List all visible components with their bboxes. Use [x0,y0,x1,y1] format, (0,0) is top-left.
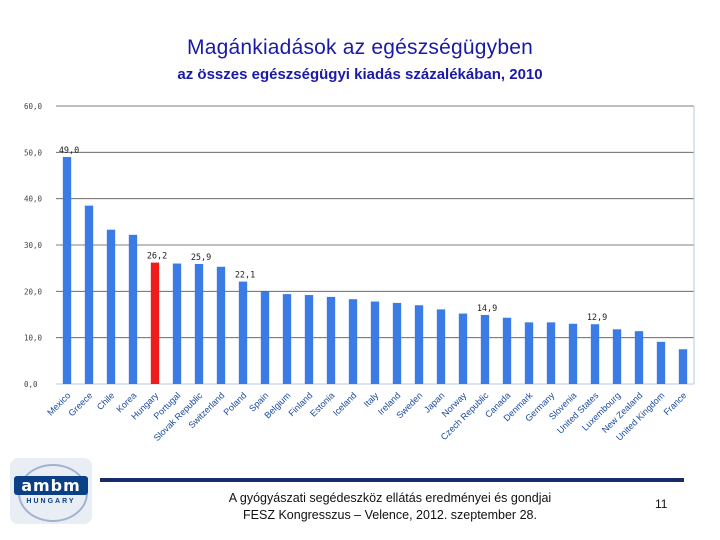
bar-korea [128,234,138,384]
bar-norway [458,313,468,384]
bar-belgium [282,294,292,384]
bar-slovenia [568,323,578,384]
bar-canada [502,317,512,384]
bar-greece [84,205,94,384]
x-tick-label: Poland [222,390,249,417]
data-label: 49,0 [59,146,79,156]
bar-sweden [414,305,424,384]
x-tick-label: Iceland [331,390,359,418]
bar-luxembourg [612,329,622,384]
bar-slovak-republic [194,263,204,384]
bar-denmark [524,322,534,384]
footer-divider [100,478,684,482]
y-tick-label: 0,0 [24,380,38,389]
data-label: 26,2 [147,252,167,262]
y-tick-label: 60,0 [24,102,43,111]
bar-portugal [172,263,182,384]
x-tick-label: France [662,390,689,417]
y-tick-label: 10,0 [24,334,43,343]
bar-italy [370,301,380,384]
y-tick-label: 40,0 [24,195,43,204]
x-tick-label: Chile [95,390,117,412]
logo-sub-text: HUNGARY [26,498,76,505]
bar-spain [260,291,270,384]
bar-japan [436,309,446,384]
y-tick-label: 30,0 [24,241,43,250]
footer-line-2: FESZ Kongresszus – Velence, 2012. szepte… [243,508,537,522]
logo-main-text: ambm [14,476,88,495]
bar-switzerland [216,266,226,384]
x-tick-label: Estonia [308,390,336,418]
bar-finland [304,295,314,384]
chart-title: Magánkiadások az egészségügyben [187,36,533,59]
x-tick-label: Italy [362,390,381,409]
bar-estonia [326,296,336,384]
ambm-logo: ambm HUNGARY [10,458,92,524]
y-tick-label: 50,0 [24,148,43,157]
bar-poland [238,281,248,384]
y-tick-label: 20,0 [24,287,43,296]
bar-chile [106,229,116,384]
bar-hungary [150,262,160,384]
data-label: 22,1 [235,271,255,281]
bar-ireland [392,302,402,384]
x-tick-label: Greece [66,390,94,418]
bar-mexico [62,156,72,384]
bar-united-states [590,324,600,384]
bar-iceland [348,299,358,384]
chart-subtitle: az összes egészségügyi kiadás százalékáb… [177,66,543,83]
bar-chart: 0,010,020,030,040,050,060,049,0MexicoGre… [24,102,695,443]
bar-germany [546,322,556,384]
bar-united-kingdom [656,341,666,384]
bar-new-zealand [634,331,644,384]
bar-france [678,349,688,384]
page-number: 11 [655,497,668,511]
data-label: 14,9 [477,304,497,314]
data-label: 12,9 [587,313,607,323]
footer-text: A gyógyászati segédeszköz ellátás eredmé… [150,490,630,524]
data-label: 25,9 [191,253,211,263]
bar-czech-republic [480,314,490,384]
footer-line-1: A gyógyászati segédeszköz ellátás eredmé… [228,491,552,505]
